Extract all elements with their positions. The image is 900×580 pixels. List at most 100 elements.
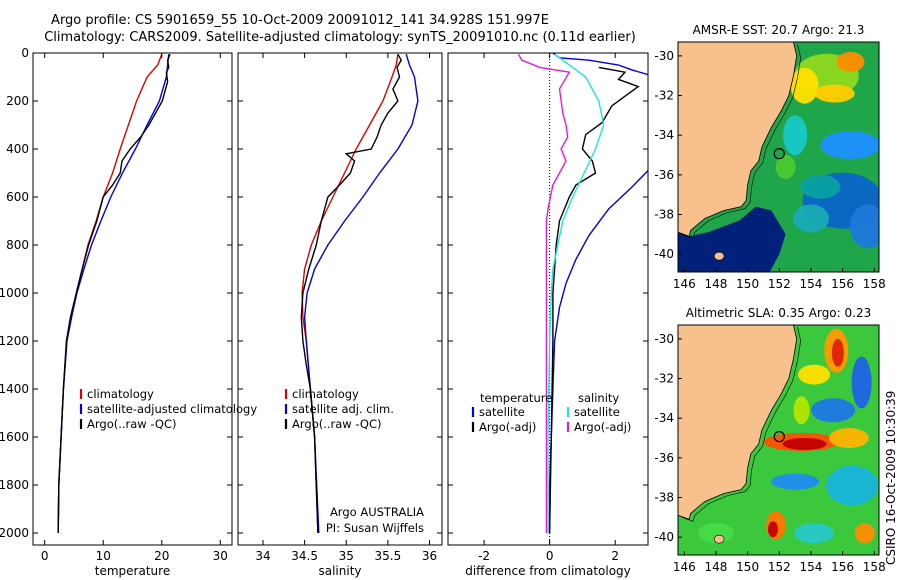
map-x-tick-label: 156: [831, 560, 854, 574]
map-x-tick-label: 148: [705, 560, 728, 574]
land-mass: [678, 42, 798, 237]
x-axis-label: difference from climatology: [465, 564, 631, 578]
map-y-tick-label: -32: [654, 89, 674, 103]
y-tick-label: 400: [6, 142, 29, 156]
legend-entry: climatology: [292, 387, 359, 401]
sst-anomaly-blob: [790, 67, 819, 104]
legend-group-title: salinity: [578, 391, 619, 405]
series-line-salinity-1: [303, 53, 419, 534]
sla-anomaly-blob: [854, 523, 875, 544]
series-line-salinity-0: [301, 54, 399, 534]
y-tick-label: 2000: [0, 526, 29, 540]
x-tick-label: 35.5: [375, 549, 402, 563]
map-y-tick-label: -32: [654, 372, 674, 386]
x-tick-label: 0: [41, 549, 49, 563]
legend-entry: climatology: [87, 387, 154, 401]
x-tick-label: 34.5: [291, 549, 318, 563]
sst-anomaly-blob: [775, 154, 796, 179]
y-tick-label: 1000: [0, 286, 29, 300]
y-tick-label: 0: [21, 46, 29, 60]
cold-water-region: [678, 206, 786, 272]
map-x-tick-label: 154: [799, 277, 822, 291]
temperature-panel: 0 10 20 30 0 200 400 600 800 1000 1200 1400 1600 1800…: [0, 46, 257, 578]
map-y-tick-label: -30: [654, 332, 674, 346]
y-tick-label: 200: [6, 94, 29, 108]
credit-text: CSIRO 16-Oct-2009 10:30:39: [884, 391, 898, 565]
island: [713, 534, 725, 544]
legend-entry: satellite-adjusted climatology: [87, 402, 257, 416]
map-y-tick-label: -38: [654, 208, 674, 222]
series-line-difference-2: [548, 66, 640, 534]
map-y-tick-label: -34: [654, 411, 674, 425]
x-tick-label: 36: [422, 549, 437, 563]
sst-anomaly-blob: [814, 84, 855, 103]
map-x-tick-label: 146: [673, 560, 696, 574]
series-line-difference-4: [517, 53, 571, 533]
series-line-temperature-1: [57, 54, 170, 534]
series-line-temperature-2: [57, 53, 171, 534]
map-y-tick-label: -36: [654, 168, 674, 182]
shelf-contour: [681, 326, 802, 522]
salinity-panel: 34 34.5 35 35.5 36 salinity climatologysatelli…: [237, 52, 443, 578]
series-line-difference-1: [548, 170, 648, 533]
island: [713, 251, 725, 261]
x-tick-label: 10: [96, 549, 111, 563]
sst-anomaly-blob: [800, 174, 841, 199]
sst-map-panel: AMSR-E SST: 20.7 Argo: 21.3 146 148 150 152 1…: [654, 23, 885, 291]
sla-anomaly-blob: [798, 364, 831, 385]
sla-anomaly-blob: [851, 356, 872, 409]
map-y-tick-label: -36: [654, 451, 674, 465]
x-tick-label: -2: [478, 549, 490, 563]
x-tick-label: 2: [611, 549, 619, 563]
map-y-tick-label: -30: [654, 49, 674, 63]
sst-anomaly-blob: [836, 51, 865, 72]
series-line-salinity-2: [300, 53, 403, 534]
annotation-line: PI: Susan Wijffels: [326, 521, 424, 535]
map-x-tick-label: 156: [831, 277, 854, 291]
legend-entry: Argo(..raw -QC): [87, 417, 177, 431]
map-x-tick-label: 152: [768, 560, 791, 574]
x-tick-label: 35: [339, 549, 354, 563]
x-axis-label: salinity: [318, 564, 361, 578]
argo-location-marker: [773, 148, 785, 160]
map-title: Altimetric SLA: 0.35 Argo: 0.23: [686, 306, 871, 320]
x-tick-label: 30: [213, 549, 228, 563]
y-tick-label: 1400: [0, 382, 29, 396]
axes-box-difference: [447, 52, 649, 546]
map-x-tick-label: 148: [705, 277, 728, 291]
legend-group-title: temperature: [480, 391, 552, 405]
map-field: [678, 42, 879, 272]
map-y-tick-label: -40: [654, 530, 674, 544]
sla-anomaly-blob: [782, 437, 827, 450]
y-tick-label: 600: [6, 190, 29, 204]
map-frame: [677, 324, 880, 556]
map-frame: [677, 41, 880, 273]
sst-anomaly-blob: [849, 204, 879, 249]
sla-anomaly-blob: [793, 396, 810, 425]
x-axis-label: temperature: [95, 564, 170, 578]
sla-anomaly-blob: [767, 521, 778, 538]
legend-entry: Argo(-adj): [574, 420, 631, 434]
header-line-2: Climatology: CARS2009. Satellite-adjuste…: [44, 30, 636, 45]
sla-anomaly-blob: [794, 523, 835, 544]
y-tick-label: 800: [6, 238, 29, 252]
legend-entry: Argo(..raw -QC): [292, 417, 382, 431]
map-y-tick-label: -34: [654, 128, 674, 142]
sla-anomaly-blob: [826, 465, 879, 506]
annotation-line: Argo AUSTRALIA: [330, 505, 424, 519]
map-y-tick-label: -38: [654, 491, 674, 505]
y-tick-label: 1800: [0, 478, 29, 492]
map-y-tick-label: -40: [654, 247, 674, 261]
sla-anomaly-blob: [697, 523, 734, 544]
sla-map-panel: Altimetric SLA: 0.35 Argo: 0.23 146 148 150…: [654, 306, 885, 574]
map-x-tick-label: 154: [799, 560, 822, 574]
map-x-tick-label: 150: [736, 560, 759, 574]
axes-box-salinity: [237, 52, 443, 546]
sst-anomaly-blob: [783, 115, 808, 156]
sst-anomaly-blob: [820, 131, 879, 160]
sla-anomaly-blob: [811, 398, 856, 423]
y-tick-label: 1200: [0, 334, 29, 348]
shelf-contour: [681, 43, 802, 239]
